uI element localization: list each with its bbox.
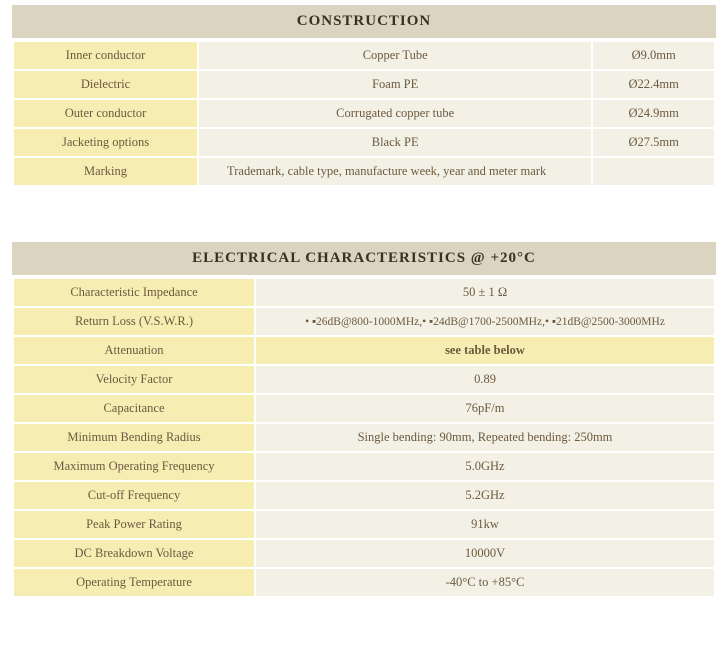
- row-value: 91kw: [256, 511, 714, 538]
- row-dim: Ø22.4mm: [593, 71, 714, 98]
- row-dim: Ø24.9mm: [593, 100, 714, 127]
- table-row: Minimum Bending Radius Single bending: 9…: [14, 424, 714, 451]
- row-label: Cut-off Frequency: [14, 482, 254, 509]
- row-value: 5.2GHz: [256, 482, 714, 509]
- row-label: Attenuation: [14, 337, 254, 364]
- row-label: Inner conductor: [14, 42, 197, 69]
- row-value: Corrugated copper tube: [199, 100, 591, 127]
- table-row: Outer conductor Corrugated copper tube Ø…: [14, 100, 714, 127]
- row-label: Return Loss (V.S.W.R.): [14, 308, 254, 335]
- table-row: Operating Temperature -40°C to +85°C: [14, 569, 714, 596]
- electrical-table: Characteristic Impedance 50 ± 1 Ω Return…: [12, 277, 716, 598]
- electrical-header: ELECTRICAL CHARACTERISTICS @ +20°C: [12, 242, 716, 275]
- row-label: Marking: [14, 158, 197, 185]
- row-value: Foam PE: [199, 71, 591, 98]
- row-label: Capacitance: [14, 395, 254, 422]
- table-row: Attenuation see table below: [14, 337, 714, 364]
- construction-section: CONSTRUCTION Inner conductor Copper Tube…: [12, 5, 716, 187]
- row-value: -40°C to +85°C: [256, 569, 714, 596]
- table-row: Cut-off Frequency 5.2GHz: [14, 482, 714, 509]
- table-row: Return Loss (V.S.W.R.) • ▪26dB@800-1000M…: [14, 308, 714, 335]
- row-label: Jacketing options: [14, 129, 197, 156]
- row-label: Peak Power Rating: [14, 511, 254, 538]
- row-label: Velocity Factor: [14, 366, 254, 393]
- table-row: Peak Power Rating 91kw: [14, 511, 714, 538]
- row-value: Single bending: 90mm, Repeated bending: …: [256, 424, 714, 451]
- row-value: 5.0GHz: [256, 453, 714, 480]
- table-row: Inner conductor Copper Tube Ø9.0mm: [14, 42, 714, 69]
- table-row: Characteristic Impedance 50 ± 1 Ω: [14, 279, 714, 306]
- row-value: 0.89: [256, 366, 714, 393]
- row-value: • ▪26dB@800-1000MHz,• ▪24dB@1700-2500MHz…: [256, 308, 714, 335]
- row-dim: Ø27.5mm: [593, 129, 714, 156]
- row-value: 76pF/m: [256, 395, 714, 422]
- row-value: 10000V: [256, 540, 714, 567]
- row-value: see table below: [256, 337, 714, 364]
- row-label: Maximum Operating Frequency: [14, 453, 254, 480]
- table-row: Dielectric Foam PE Ø22.4mm: [14, 71, 714, 98]
- row-value: Trademark, cable type, manufacture week,…: [199, 158, 591, 185]
- table-row: Maximum Operating Frequency 5.0GHz: [14, 453, 714, 480]
- row-label: Operating Temperature: [14, 569, 254, 596]
- construction-table: Inner conductor Copper Tube Ø9.0mm Diele…: [12, 40, 716, 187]
- row-dim: [593, 158, 714, 185]
- row-value: 50 ± 1 Ω: [256, 279, 714, 306]
- row-label: Dielectric: [14, 71, 197, 98]
- row-label: DC Breakdown Voltage: [14, 540, 254, 567]
- table-row: Marking Trademark, cable type, manufactu…: [14, 158, 714, 185]
- table-row: Jacketing options Black PE Ø27.5mm: [14, 129, 714, 156]
- table-row: Capacitance 76pF/m: [14, 395, 714, 422]
- table-row: DC Breakdown Voltage 10000V: [14, 540, 714, 567]
- row-value: Black PE: [199, 129, 591, 156]
- table-row: Velocity Factor 0.89: [14, 366, 714, 393]
- row-label: Outer conductor: [14, 100, 197, 127]
- construction-header: CONSTRUCTION: [12, 5, 716, 38]
- electrical-section: ELECTRICAL CHARACTERISTICS @ +20°C Chara…: [12, 242, 716, 598]
- row-label: Minimum Bending Radius: [14, 424, 254, 451]
- row-dim: Ø9.0mm: [593, 42, 714, 69]
- row-label: Characteristic Impedance: [14, 279, 254, 306]
- row-value: Copper Tube: [199, 42, 591, 69]
